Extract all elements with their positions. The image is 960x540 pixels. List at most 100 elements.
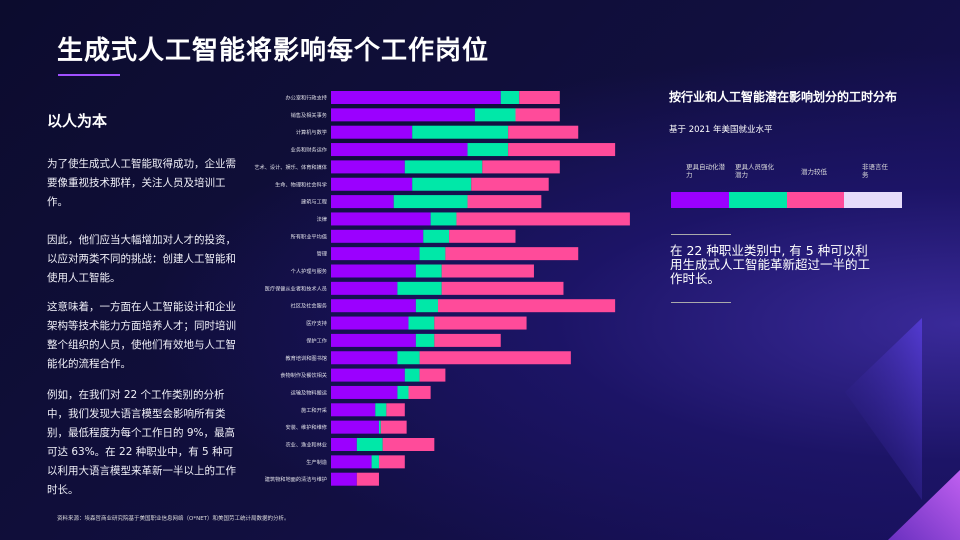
bar-segment-s2-4 (482, 160, 560, 174)
bar-segment-s0-3 (331, 143, 468, 157)
paragraph-3: 这意味着，一方面在人工智能设计和企业架构等技术能力方面培养人才；同时培训整个组织… (47, 301, 236, 370)
paragraph-1: 为了使生成式人工智能取得成功，企业需要像重视技术那样，关注人员及培训工作。 (47, 158, 236, 208)
bar-segment-s2-17 (408, 385, 431, 399)
category-label: 安装、维护和维修 (285, 423, 327, 431)
category-label: 办公室和行政支持 (285, 94, 327, 102)
bar-segment-s0-6 (331, 195, 394, 209)
bar-segment-s1-8 (423, 229, 450, 243)
bar-segment-s2-18 (386, 403, 405, 417)
bar-segment-s2-9 (445, 247, 579, 261)
category-label: 教育培训和图书馆 (285, 354, 327, 362)
bar-segment-s0-19 (331, 420, 379, 434)
paragraph-2: 因此，他们应当大幅增加对人才的投资，以应对两类不同的挑战：创建人工智能和使用人工… (47, 234, 236, 284)
legend-label-low: 潜力较低 (801, 168, 827, 176)
category-label: 建筑物和地面的清洁与维护 (265, 475, 327, 483)
bar-segment-s0-13 (331, 316, 409, 330)
bar-segment-s2-19 (380, 420, 407, 434)
title-underline (58, 74, 120, 76)
chart-title: 按行业和人工智能潜在影响划分的工时分布 (669, 90, 898, 104)
bar-segment-s0-17 (331, 385, 398, 399)
bar-segment-s1-10 (415, 264, 442, 278)
chart-subtitle: 基于 2021 年美国就业水平 (669, 125, 773, 135)
bar-segment-s0-0 (331, 91, 501, 104)
bar-segment-s1-3 (467, 143, 509, 157)
category-label: 施工和开采 (301, 406, 327, 414)
legend-label-automation: 更具自动化潜力 (686, 163, 725, 179)
bar-segment-s0-5 (331, 177, 413, 191)
bar-segment-s2-12 (438, 299, 616, 313)
bar-segment-s2-22 (356, 472, 379, 486)
bar-segment-s0-20 (331, 438, 357, 451)
bar-segment-s0-4 (331, 160, 405, 174)
legend-swatch-nonlanguage (844, 192, 902, 208)
legend-swatch-low (787, 192, 844, 208)
bar-segment-s2-1 (515, 108, 560, 122)
bar-segment-s2-16 (419, 368, 446, 382)
category-label: 保护工作 (306, 336, 327, 344)
bar-segment-s2-10 (441, 264, 534, 278)
bar-segment-s0-2 (331, 125, 413, 139)
bar-segment-s0-16 (331, 368, 405, 382)
bar-segment-s2-20 (382, 438, 435, 451)
category-label: 业务和财务运作 (291, 146, 327, 154)
bar-segment-s2-5 (471, 177, 549, 191)
bar-segment-s1-6 (393, 195, 468, 209)
bar-segment-s1-21 (371, 455, 379, 469)
bar-segment-s0-1 (331, 108, 475, 122)
bar-segment-s0-8 (331, 229, 424, 243)
bar-segment-s1-0 (500, 91, 520, 104)
bar-segment-s1-15 (397, 351, 420, 365)
bar-segment-s1-4 (404, 160, 483, 174)
bar-segment-s0-22 (331, 472, 357, 486)
bar-segment-s1-11 (397, 281, 442, 295)
bar-segment-s2-13 (434, 316, 527, 330)
bar-segment-s2-11 (441, 281, 564, 295)
bar-segment-s2-15 (419, 351, 571, 365)
bar-segment-s0-7 (331, 212, 431, 226)
divider (671, 234, 731, 235)
legend-swatch-augmentation (729, 192, 787, 208)
divider (671, 302, 731, 303)
category-label: 个人护理与服务 (291, 267, 327, 275)
bar-segment-s1-5 (412, 177, 472, 191)
bar-segment-s1-12 (415, 299, 439, 313)
category-label: 食物制作及餐饮相关 (280, 371, 327, 379)
category-label: 农业、渔业和林业 (285, 441, 327, 449)
key-finding: 在 22 种职业类别中, 有 5 种可以利用生成式人工智能革新超过一半的工作时长… (670, 243, 871, 286)
category-label: 法律 (317, 215, 327, 223)
category-label: 运输及物料搬运 (291, 388, 328, 396)
bar-segment-s0-12 (331, 299, 416, 313)
bar-segment-s2-8 (449, 229, 516, 243)
bar-segment-s1-20 (356, 438, 383, 451)
source-note: 资料来源：埃森哲商业研究院基于美国职业信息网络（O*NET）和美国劳工统计局数据… (57, 516, 290, 522)
decor-triangle-bright (888, 470, 960, 540)
legend-label-augmentation: 更具人员强化潜力 (735, 163, 774, 179)
bar-segment-s2-14 (434, 333, 501, 347)
category-label: 社区及社会服务 (291, 302, 327, 310)
section-heading: 以人为本 (47, 112, 108, 130)
bar-segment-s1-9 (419, 247, 446, 261)
legend-label-nonlanguage: 非语言任务 (862, 163, 888, 179)
bar-segment-s2-0 (519, 91, 560, 104)
bar-segment-s0-10 (331, 264, 416, 278)
bar-segment-s2-7 (456, 212, 630, 226)
bar-segment-s0-11 (331, 281, 398, 295)
page-title: 生成式人工智能将影响每个工作岗位 (57, 36, 490, 66)
bar-segment-s2-3 (508, 143, 616, 157)
category-label: 生产制造 (306, 458, 328, 466)
category-label: 计算机与数学 (296, 128, 327, 136)
bar-segment-s1-16 (404, 368, 420, 382)
bar-segment-s1-19 (378, 420, 381, 434)
bar-segment-s2-21 (378, 455, 405, 469)
paragraph-4: 例如，在我们对 22 个工作类别的分析中，我们发现大语言模型会影响所有类别，最低… (47, 389, 236, 496)
legend-swatch-automation (671, 192, 729, 208)
bar-segment-s2-2 (508, 125, 579, 139)
category-label: 销售及相关事务 (291, 111, 327, 119)
category-label: 所有职业平均值 (291, 232, 327, 240)
bar-segment-s1-7 (430, 212, 457, 226)
bar-segment-s2-6 (467, 195, 542, 209)
bar-segment-s1-18 (375, 403, 387, 417)
category-label: 建筑与工程 (301, 198, 327, 206)
bar-segment-s1-14 (415, 333, 435, 347)
